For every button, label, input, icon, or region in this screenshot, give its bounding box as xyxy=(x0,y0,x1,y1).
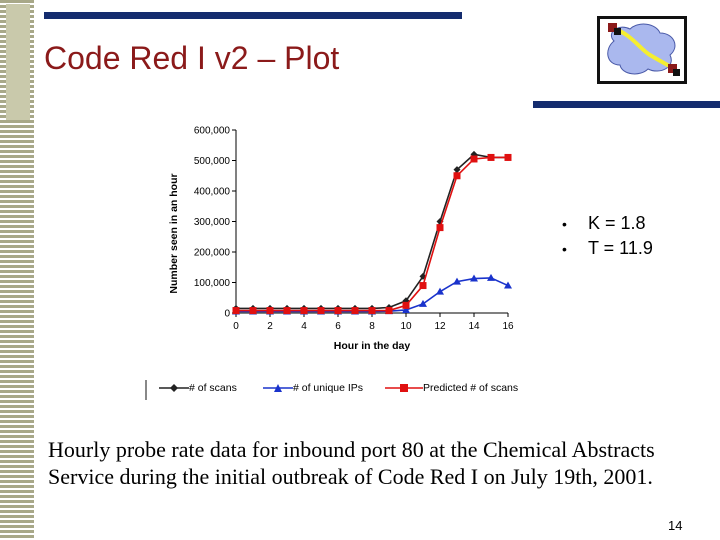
data-point-predicted xyxy=(232,307,240,315)
legend-swatch-unique-ips xyxy=(263,384,293,393)
x-axis-title: Hour in the day xyxy=(334,340,411,352)
x-tick-label: 6 xyxy=(335,321,341,332)
parameter-list: • K = 1.8 • T = 11.9 xyxy=(562,211,653,261)
bullet-k: • K = 1.8 xyxy=(562,213,646,233)
x-tick-label: 0 xyxy=(233,321,239,332)
y-tick-label: 500,000 xyxy=(194,156,231,167)
legend-label-unique-ips: # of unique IPs xyxy=(293,382,364,394)
left-block-decoration xyxy=(6,4,30,120)
x-tick-label: 10 xyxy=(400,321,412,332)
data-point-predicted xyxy=(453,172,461,180)
right-accent-bar xyxy=(533,101,720,108)
legend-swatch-scans xyxy=(159,384,189,393)
y-tick-label: 400,000 xyxy=(194,187,231,198)
legend-item-predicted: Predicted # of scans xyxy=(385,382,518,394)
data-point-predicted xyxy=(266,307,274,315)
x-tick-label: 2 xyxy=(267,321,273,332)
data-point-predicted xyxy=(351,307,359,315)
data-point-predicted xyxy=(249,307,257,315)
data-point-predicted xyxy=(334,307,342,315)
chart-caption: Hourly probe rate data for inbound port … xyxy=(48,437,655,489)
legend-frame-line xyxy=(145,380,147,400)
chart-legend: # of scans # of unique IPs Predicted # o… xyxy=(145,379,525,401)
data-point-unique-ips xyxy=(402,305,410,313)
y-tick-label: 0 xyxy=(224,309,230,320)
data-point-unique-ips xyxy=(487,273,495,281)
data-point-scans xyxy=(453,166,461,174)
series-line-0 xyxy=(236,153,508,310)
title-accent-bar xyxy=(44,12,462,19)
data-point-predicted xyxy=(283,307,291,315)
legend-item-scans: # of scans xyxy=(159,382,237,394)
legend-label-scans: # of scans xyxy=(189,382,237,394)
slide-title: Code Red I v2 – Plot xyxy=(44,40,340,76)
data-point-predicted xyxy=(487,153,495,161)
data-point-predicted xyxy=(300,307,308,315)
data-point-unique-ips xyxy=(504,281,512,289)
series-line-2 xyxy=(236,156,508,312)
y-tick-label: 600,000 xyxy=(194,126,231,137)
legend-swatch-predicted xyxy=(385,384,423,393)
network-cloud-logo-icon xyxy=(597,16,687,84)
x-tick-label: 16 xyxy=(502,321,514,332)
page-number: 14 xyxy=(668,518,683,533)
data-point-unique-ips xyxy=(453,277,461,285)
x-tick-label: 14 xyxy=(468,321,480,332)
bullet-t-text: T = 11.9 xyxy=(588,238,653,258)
y-tick-label: 100,000 xyxy=(194,278,231,289)
data-point-predicted xyxy=(504,153,512,161)
x-tick-label: 12 xyxy=(434,321,446,332)
data-point-predicted xyxy=(419,282,427,290)
bullet-t: • T = 11.9 xyxy=(562,238,653,258)
data-point-predicted xyxy=(385,307,393,315)
data-point-predicted xyxy=(436,224,444,232)
line-chart: 0 100,000 200,000 300,000 400,000 500,000 600,… xyxy=(168,126,514,353)
y-tick-label: 200,000 xyxy=(194,248,231,259)
legend-label-predicted: Predicted # of scans xyxy=(423,382,519,394)
data-point-unique-ips xyxy=(470,274,478,282)
data-point-unique-ips xyxy=(436,287,444,295)
y-axis-title: Number seen in an hour xyxy=(168,173,180,293)
legend-item-unique-ips: # of unique IPs xyxy=(263,382,363,394)
data-point-predicted xyxy=(368,307,376,315)
data-point-predicted xyxy=(402,301,410,309)
bullet-k-text: K = 1.8 xyxy=(588,213,646,233)
x-tick-label: 4 xyxy=(301,321,307,332)
data-point-predicted xyxy=(470,155,478,163)
data-point-predicted xyxy=(317,307,325,315)
y-tick-label: 300,000 xyxy=(194,217,231,228)
x-tick-label: 8 xyxy=(369,321,375,332)
data-point-unique-ips xyxy=(419,299,427,307)
